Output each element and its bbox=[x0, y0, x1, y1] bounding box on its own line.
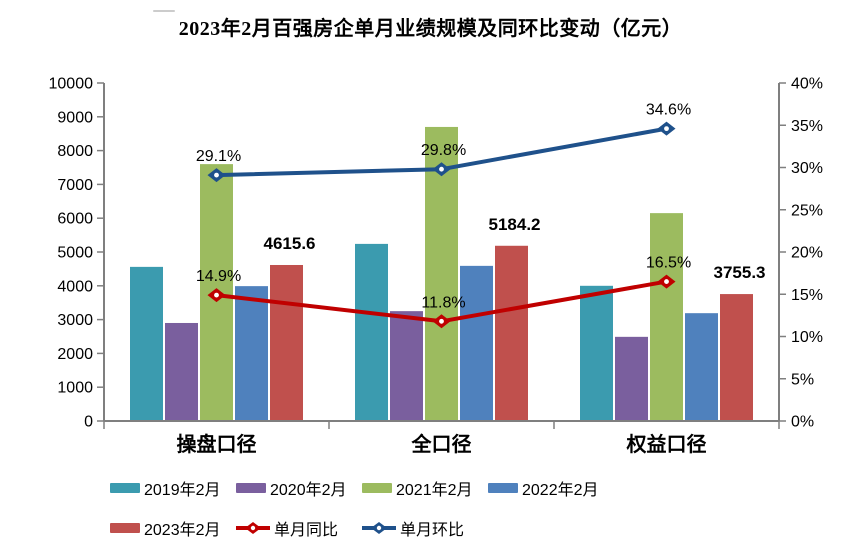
bar-2021年2月-权益口径 bbox=[650, 213, 683, 420]
legend-item-2023年2月: 2023年2月 bbox=[110, 516, 236, 540]
left-axis-tick-label: 6000 bbox=[57, 211, 93, 228]
left-axis-tick-label: 0 bbox=[84, 414, 93, 431]
legend-bar-swatch bbox=[110, 523, 140, 533]
legend-bar-swatch bbox=[362, 483, 392, 493]
legend-diamond-dot bbox=[376, 525, 382, 531]
line-value-label: 14.9% bbox=[196, 268, 241, 285]
legend-line-swatch bbox=[362, 522, 396, 534]
left-axis-tick-label: 2000 bbox=[57, 346, 93, 363]
right-axis-tick-label: 40% bbox=[791, 76, 823, 93]
right-axis-tick-label: 25% bbox=[791, 202, 823, 219]
marker-center-dot bbox=[664, 279, 669, 284]
legend-bar-swatch bbox=[488, 483, 518, 493]
right-axis-tick-label: 30% bbox=[791, 160, 823, 177]
bar-2023年2月-权益口径 bbox=[720, 294, 753, 420]
marker-center-dot bbox=[664, 126, 669, 132]
left-axis-tick-label: 5000 bbox=[57, 245, 93, 262]
legend-label: 2022年2月 bbox=[522, 482, 599, 499]
legend-item-单月同比: 单月同比 bbox=[236, 516, 362, 540]
legend: 2019年2月 2020年2月 2021年2月 2022年2月 2023年2月 单月同比 单… bbox=[110, 477, 810, 552]
left-axis-tick-label: 10000 bbox=[49, 76, 94, 93]
right-axis-tick-label: 5% bbox=[791, 371, 814, 388]
category-label: 全口径 bbox=[411, 432, 472, 456]
legend-bar-swatch bbox=[236, 483, 266, 493]
bar-2019年2月-操盘口径 bbox=[130, 266, 163, 420]
right-axis-tick-label: 10% bbox=[791, 329, 823, 346]
left-axis-tick-label: 8000 bbox=[57, 143, 93, 160]
legend-label: 2021年2月 bbox=[396, 482, 473, 499]
legend-item-2019年2月: 2019年2月 bbox=[110, 476, 236, 500]
left-axis-tick-label: 1000 bbox=[57, 380, 93, 397]
left-axis-tick-label: 3000 bbox=[57, 312, 93, 329]
plot-area: 0 1000 2000 3000 4000 5000 6000 7000 8000 9000 100… bbox=[49, 76, 824, 457]
legend-label: 2023年2月 bbox=[144, 522, 221, 539]
left-axis-tick-label: 9000 bbox=[57, 109, 93, 126]
right-axis-tick-label: 0% bbox=[791, 414, 814, 431]
line-value-label: 29.1% bbox=[196, 148, 241, 165]
chart-title: 2023年2月百强房企单月业绩规模及同环比变动（亿元） bbox=[178, 18, 683, 40]
bar-2020年2月-全口径 bbox=[390, 311, 423, 420]
smudge-artifact bbox=[153, 10, 175, 12]
legend-item-2021年2月: 2021年2月 bbox=[362, 476, 488, 500]
line-value-label: 34.6% bbox=[646, 102, 691, 119]
bar-value-label: 4615.6 bbox=[264, 234, 316, 253]
left-axis-tick-label: 7000 bbox=[57, 177, 93, 194]
legend-row: 2019年2月 2020年2月 2021年2月 2022年2月 bbox=[110, 477, 810, 499]
legend-label: 2020年2月 bbox=[270, 482, 347, 499]
right-axis-tick-label: 20% bbox=[791, 245, 823, 262]
bar-2022年2月-权益口径 bbox=[685, 313, 718, 420]
right-axis-tick-label: 35% bbox=[791, 118, 823, 135]
marker-center-dot bbox=[439, 166, 444, 172]
bar-2019年2月-权益口径 bbox=[580, 285, 613, 420]
line-value-label: 16.5% bbox=[646, 255, 691, 272]
legend-label: 单月同比 bbox=[274, 522, 339, 539]
bar-2023年2月-全口径 bbox=[495, 245, 528, 420]
bar-2020年2月-权益口径 bbox=[615, 336, 648, 420]
marker-center-dot bbox=[439, 318, 444, 324]
legend-item-2022年2月: 2022年2月 bbox=[488, 476, 614, 500]
category-label: 操盘口径 bbox=[177, 432, 257, 456]
bar-2023年2月-操盘口径 bbox=[270, 264, 303, 420]
legend-item-单月环比: 单月环比 bbox=[362, 516, 488, 540]
marker-center-dot bbox=[214, 292, 219, 298]
bar-2020年2月-操盘口径 bbox=[165, 322, 198, 420]
marker-center-dot bbox=[214, 172, 219, 178]
left-axis-tick-label: 4000 bbox=[57, 278, 93, 295]
right-axis-tick-label: 15% bbox=[791, 287, 823, 304]
legend-row: 2023年2月 单月同比 单月环比 bbox=[110, 517, 810, 539]
bar-2022年2月-全口径 bbox=[460, 265, 493, 420]
legend-bar-swatch bbox=[110, 483, 140, 493]
legend-diamond-dot bbox=[250, 525, 256, 531]
legend-item-2020年2月: 2020年2月 bbox=[236, 476, 362, 500]
bar-2019年2月-全口径 bbox=[355, 243, 388, 420]
line-value-label: 11.8% bbox=[421, 294, 465, 311]
line-value-label: 29.8% bbox=[421, 142, 466, 159]
category-label: 权益口径 bbox=[626, 432, 707, 456]
legend-line-swatch bbox=[236, 522, 270, 534]
bar-2022年2月-操盘口径 bbox=[235, 286, 268, 420]
bar-value-label: 3755.3 bbox=[714, 263, 766, 282]
bar-value-label: 5184.2 bbox=[489, 215, 541, 234]
legend-label: 2019年2月 bbox=[144, 482, 221, 499]
legend-label: 单月环比 bbox=[400, 522, 465, 539]
